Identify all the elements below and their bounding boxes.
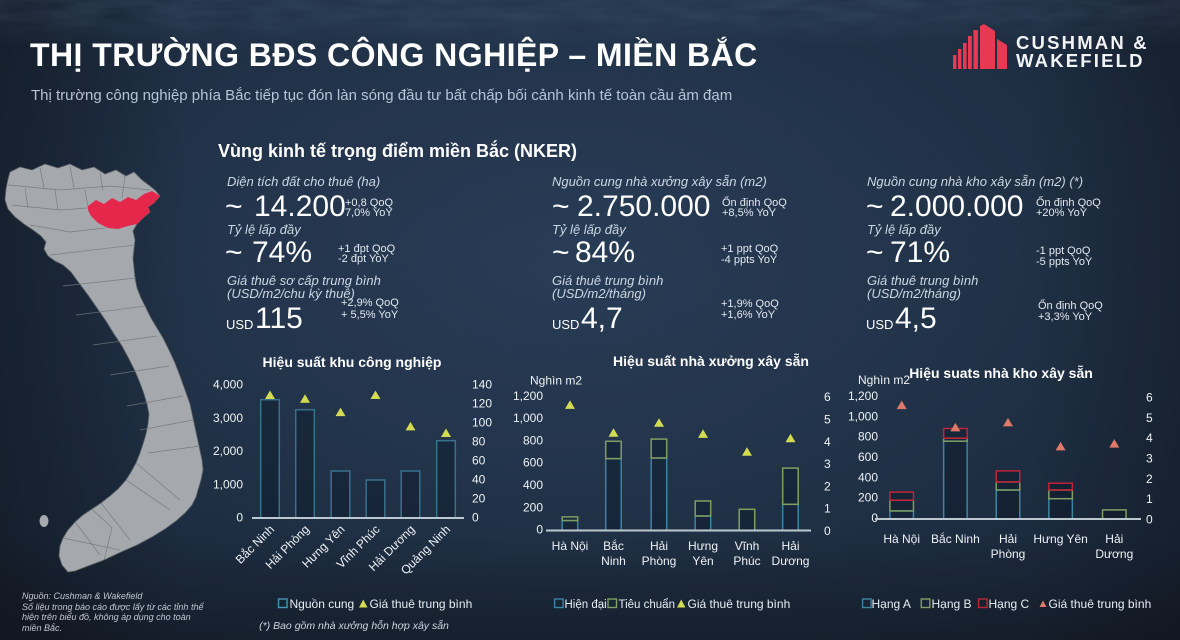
svg-text:CUSHMAN &: CUSHMAN & (1016, 32, 1149, 53)
svg-text:Hưng: Hưng (688, 539, 718, 553)
svg-text:Hiệu suats nhà kho xây sẵn: Hiệu suats nhà kho xây sẵn (909, 364, 1093, 381)
svg-text:Hà Nội: Hà Nội (883, 532, 920, 546)
svg-text:5: 5 (1146, 411, 1153, 425)
svg-text:100: 100 (472, 416, 492, 430)
svg-text:3: 3 (1146, 452, 1153, 466)
svg-text:Hải: Hải (999, 532, 1017, 546)
svg-text:2,000: 2,000 (213, 444, 243, 458)
svg-text:1,000: 1,000 (513, 411, 543, 425)
svg-text:400: 400 (523, 478, 543, 492)
svg-text:2: 2 (1146, 472, 1153, 486)
svg-text:800: 800 (523, 433, 543, 447)
svg-text:Hiệu suất khu công nghiệp: Hiệu suất khu công nghiệp (263, 354, 442, 370)
svg-text:600: 600 (858, 450, 878, 464)
svg-text:Giá thuê trung bình: Giá thuê trung bình (370, 597, 473, 611)
svg-text:6: 6 (1146, 391, 1153, 405)
svg-text:20: 20 (472, 492, 486, 506)
svg-text:1: 1 (1146, 492, 1153, 506)
svg-text:0: 0 (472, 511, 479, 525)
svg-text:0: 0 (824, 524, 831, 538)
svg-text:3: 3 (824, 457, 831, 471)
svg-text:Giá thuê trung bình: Giá thuê trung bình (1049, 597, 1152, 611)
svg-text:Ninh: Ninh (601, 554, 626, 568)
svg-text:Hạng C: Hạng C (989, 597, 1030, 611)
svg-text:Hưng Yên: Hưng Yên (1033, 532, 1088, 546)
svg-text:Phòng: Phòng (642, 554, 677, 568)
svg-text:4,000: 4,000 (213, 378, 243, 392)
svg-text:Giá thuê trung bình: Giá thuê trung bình (688, 597, 791, 611)
svg-text:200: 200 (523, 500, 543, 514)
svg-text:120: 120 (472, 397, 492, 411)
svg-text:1,000: 1,000 (213, 477, 243, 491)
svg-text:2: 2 (824, 479, 831, 493)
svg-text:Hiện đại: Hiện đại (565, 599, 607, 611)
svg-text:Hà Nội: Hà Nội (552, 539, 589, 553)
svg-text:Bắc Ninh: Bắc Ninh (931, 531, 980, 546)
svg-text:Hạng B: Hạng B (932, 597, 972, 611)
svg-text:Hải: Hải (650, 539, 668, 553)
svg-text:Nghìn m2: Nghìn m2 (530, 374, 582, 388)
svg-text:40: 40 (472, 473, 486, 487)
svg-text:6: 6 (824, 390, 831, 404)
svg-text:1,000: 1,000 (848, 409, 878, 423)
svg-text:WAKEFIELD: WAKEFIELD (1016, 50, 1145, 71)
svg-text:Bắc: Bắc (603, 538, 624, 553)
svg-text:400: 400 (858, 470, 878, 484)
svg-text:Yên: Yên (692, 554, 713, 568)
svg-text:1: 1 (824, 502, 831, 516)
svg-text:4: 4 (1146, 431, 1153, 445)
svg-text:600: 600 (523, 456, 543, 470)
svg-text:Phòng: Phòng (991, 547, 1026, 561)
svg-text:0: 0 (1146, 513, 1153, 527)
svg-text:Phúc: Phúc (733, 554, 760, 568)
svg-text:Dương: Dương (1095, 547, 1133, 561)
svg-text:1,200: 1,200 (513, 389, 543, 403)
svg-text:800: 800 (858, 430, 878, 444)
svg-text:(*) Bao gồm nhà xưởng hỗn hợp: (*) Bao gồm nhà xưởng hỗn hợp xây sẵn (259, 619, 449, 632)
svg-text:140: 140 (472, 378, 492, 392)
svg-text:3,000: 3,000 (213, 411, 243, 425)
svg-text:5: 5 (824, 413, 831, 427)
svg-text:Nguồn cung: Nguồn cung (290, 597, 355, 611)
svg-text:Hải: Hải (781, 539, 799, 553)
svg-text:Hiệu suất nhà xưởng xây sẵn: Hiệu suất nhà xưởng xây sẵn (613, 352, 809, 369)
svg-text:0: 0 (536, 523, 543, 537)
svg-text:4: 4 (824, 435, 831, 449)
svg-text:80: 80 (472, 435, 486, 449)
svg-text:200: 200 (858, 491, 878, 505)
svg-text:Dương: Dương (772, 554, 810, 568)
svg-text:Hạng A: Hạng A (872, 597, 911, 611)
svg-text:0: 0 (871, 511, 878, 525)
svg-text:Vĩnh: Vĩnh (735, 539, 760, 553)
svg-text:Hải: Hải (1105, 532, 1123, 546)
svg-text:60: 60 (472, 454, 486, 468)
svg-text:Tiêu chuẩn: Tiêu chuẩn (619, 599, 675, 611)
svg-text:1,200: 1,200 (848, 389, 878, 403)
svg-text:Nghìn m2: Nghìn m2 (858, 373, 910, 387)
svg-text:0: 0 (236, 511, 243, 525)
